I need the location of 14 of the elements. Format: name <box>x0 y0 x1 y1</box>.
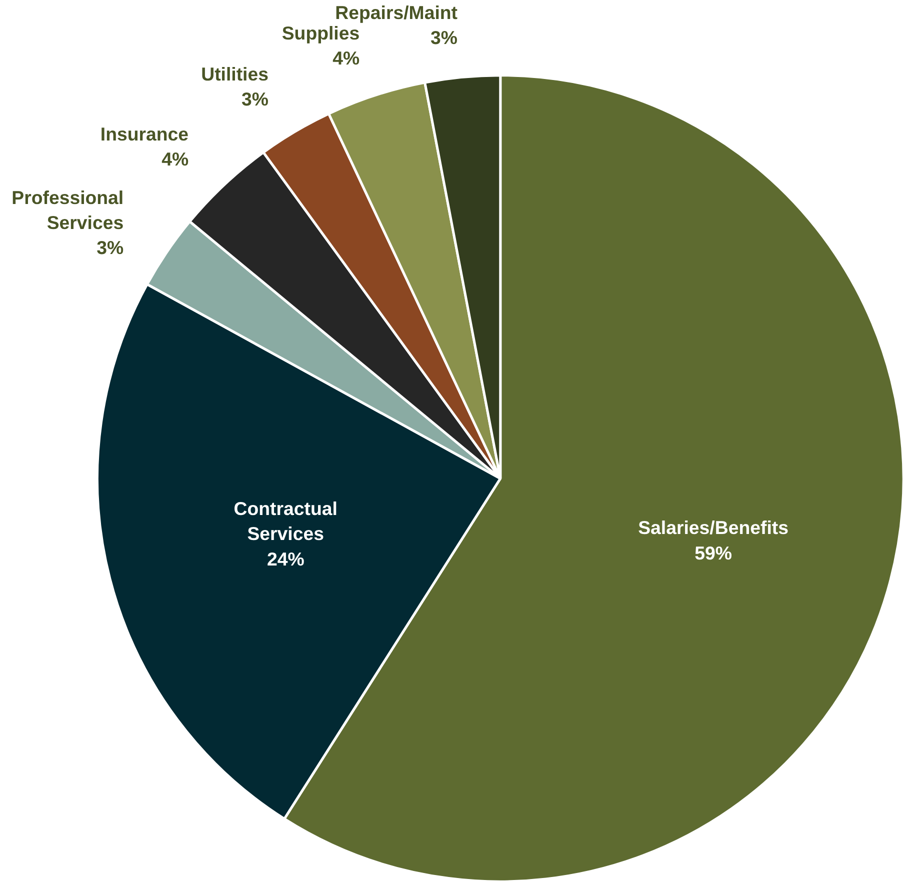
slice-label: Salaries/Benefits <box>638 517 788 538</box>
data-label: 4% <box>332 47 360 68</box>
slice-label: Repairs/Maint <box>335 2 458 23</box>
data-label: 3% <box>242 88 269 110</box>
slice-label: Contractual Services <box>234 498 338 544</box>
slice-label: Professional Services <box>12 186 124 233</box>
data-label: 3% <box>96 237 124 258</box>
slice-label: Insurance <box>100 123 189 144</box>
data-label: 3% <box>430 27 458 48</box>
data-label: 59% <box>694 542 732 564</box>
data-label: 24% <box>266 548 305 570</box>
slice-label: Supplies <box>282 22 360 44</box>
data-label: 4% <box>162 148 189 170</box>
slice-label: Utilities <box>201 63 268 84</box>
